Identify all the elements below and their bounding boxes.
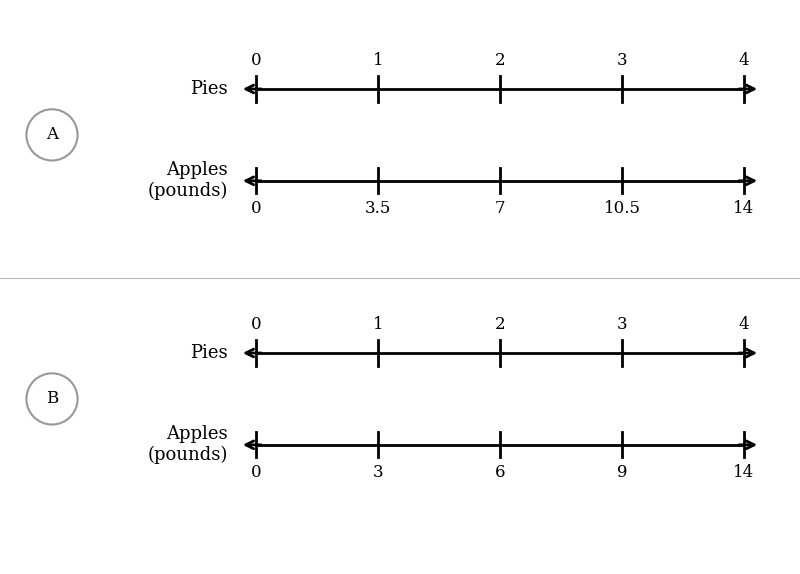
Text: Apples
(pounds): Apples (pounds): [148, 425, 228, 464]
Text: 2: 2: [494, 316, 506, 333]
Text: A: A: [46, 126, 58, 144]
Text: Pies: Pies: [190, 80, 228, 98]
Text: 9: 9: [617, 464, 627, 482]
Text: 3: 3: [617, 52, 627, 69]
Text: 3: 3: [373, 464, 383, 482]
Text: 3: 3: [617, 316, 627, 333]
Text: Pies: Pies: [190, 344, 228, 362]
Text: 6: 6: [494, 464, 506, 482]
Text: Apples
(pounds): Apples (pounds): [148, 161, 228, 200]
Ellipse shape: [26, 109, 78, 161]
Text: 4: 4: [738, 52, 750, 69]
Text: 4: 4: [738, 316, 750, 333]
Text: 0: 0: [250, 464, 262, 482]
Text: 1: 1: [373, 52, 383, 69]
Text: 14: 14: [734, 464, 754, 482]
Text: 7: 7: [494, 200, 506, 218]
Text: B: B: [46, 390, 58, 408]
Text: 1: 1: [373, 316, 383, 333]
Text: 0: 0: [250, 200, 262, 218]
Text: 0: 0: [250, 316, 262, 333]
Text: 0: 0: [250, 52, 262, 69]
Ellipse shape: [26, 373, 78, 425]
Text: 2: 2: [494, 52, 506, 69]
Text: 10.5: 10.5: [603, 200, 641, 218]
Text: 3.5: 3.5: [365, 200, 391, 218]
Text: 14: 14: [734, 200, 754, 218]
